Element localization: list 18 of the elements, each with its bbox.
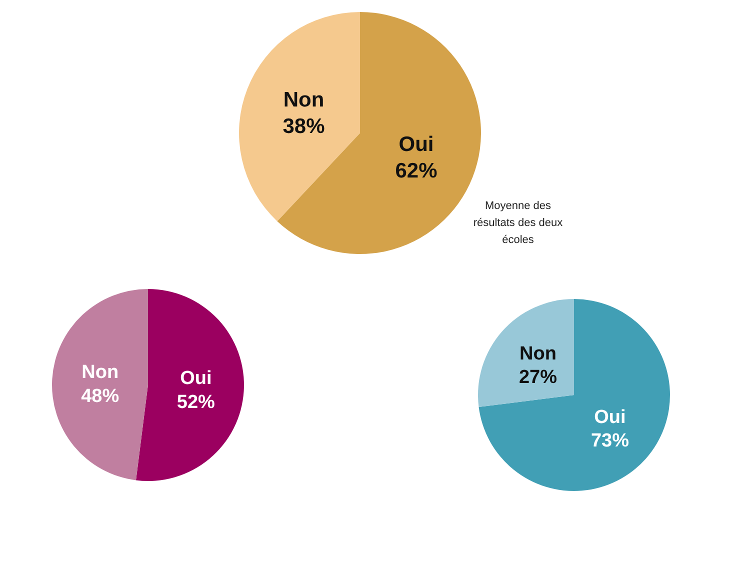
slice-label: Oui	[180, 368, 212, 390]
text: Moyenne des résultats des deux écoles	[472, 199, 564, 248]
pie-slice	[136, 289, 244, 481]
slice-label: Oui	[594, 406, 626, 428]
slice-label: Non	[283, 88, 324, 112]
slice-label: Non	[520, 343, 556, 364]
pie-slice	[478, 299, 670, 491]
data-label: 27%	[518, 367, 558, 388]
data-label: 48%	[81, 386, 120, 407]
data-label: 73%	[590, 430, 630, 452]
pie-slice	[478, 299, 574, 408]
data-label: 38%	[282, 114, 326, 138]
slice-label: Oui	[398, 133, 434, 156]
pie-slice	[239, 12, 360, 222]
pie-slice	[52, 289, 148, 480]
data-label: 52%	[176, 392, 216, 413]
slice-label: Non	[82, 362, 119, 384]
data-label: 62%	[395, 159, 438, 182]
